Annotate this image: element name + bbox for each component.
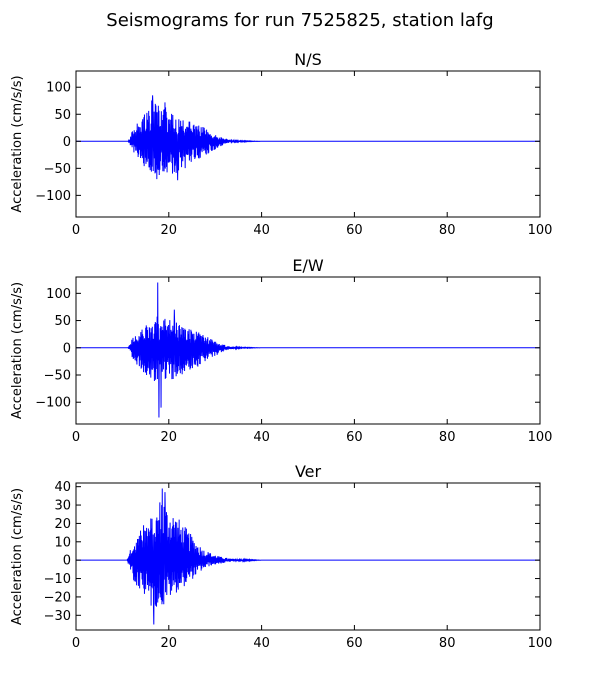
subplot-1: E/W Acceleration (cm/s/s) 0 20 40 60 80 100 −100… [10, 256, 552, 445]
y-tick-label: 10 [54, 535, 71, 550]
x-tick-label: 60 [346, 636, 363, 651]
subplot-0: N/S Acceleration (cm/s/s) 0 20 40 60 80 100 −100… [10, 50, 552, 238]
y-tick-label: −10 [44, 572, 71, 587]
x-tick-label: 100 [528, 430, 553, 445]
y-tick-label: −100 [35, 189, 71, 204]
x-tick-label: 40 [253, 636, 270, 651]
seismogram-trace [76, 488, 540, 625]
y-axis-label: Acceleration (cm/s/s) [10, 75, 25, 212]
x-tick-label: 40 [253, 430, 270, 445]
y-tick-label: −50 [44, 162, 71, 177]
y-tick-label: 0 [63, 554, 71, 569]
y-tick-label: 50 [54, 108, 71, 123]
x-tick-label: 80 [439, 223, 456, 238]
x-tick-label: 0 [72, 636, 80, 651]
x-tick-label: 20 [161, 636, 178, 651]
subplot-title: Ver [295, 462, 322, 481]
figure-title: Seismograms for run 7525825, station laf… [106, 10, 494, 31]
x-tick-label: 100 [528, 223, 553, 238]
x-tick-label: 60 [346, 430, 363, 445]
y-axis-label: Acceleration (cm/s/s) [10, 488, 25, 625]
axes-frame [75, 70, 541, 218]
y-tick-label: −100 [35, 396, 71, 411]
y-tick-label: 40 [54, 480, 71, 495]
x-tick-label: 20 [161, 223, 178, 238]
y-tick-label: −20 [44, 590, 71, 605]
x-tick-label: 20 [161, 430, 178, 445]
x-tick-label: 80 [439, 430, 456, 445]
y-axis-label: Acceleration (cm/s/s) [10, 282, 25, 419]
y-tick-label: 100 [46, 81, 71, 96]
axes-frame [75, 276, 541, 425]
x-tick-label: 80 [439, 636, 456, 651]
x-tick-label: 0 [72, 223, 80, 238]
y-tick-label: 20 [54, 517, 71, 532]
subplot-title: N/S [294, 50, 322, 69]
y-tick-label: 30 [54, 499, 71, 514]
y-tick-label: 100 [46, 287, 71, 302]
x-tick-label: 0 [72, 430, 80, 445]
seismogram-trace [76, 95, 540, 181]
x-tick-label: 60 [346, 223, 363, 238]
seismogram-trace [76, 282, 540, 418]
y-tick-label: −50 [44, 369, 71, 384]
subplot-title: E/W [292, 256, 324, 275]
y-tick-label: 0 [63, 135, 71, 150]
axes-frame [75, 482, 541, 631]
x-tick-label: 40 [253, 223, 270, 238]
y-tick-label: −30 [44, 609, 71, 624]
x-tick-label: 100 [528, 636, 553, 651]
y-tick-label: 50 [54, 314, 71, 329]
y-tick-label: 0 [63, 341, 71, 356]
